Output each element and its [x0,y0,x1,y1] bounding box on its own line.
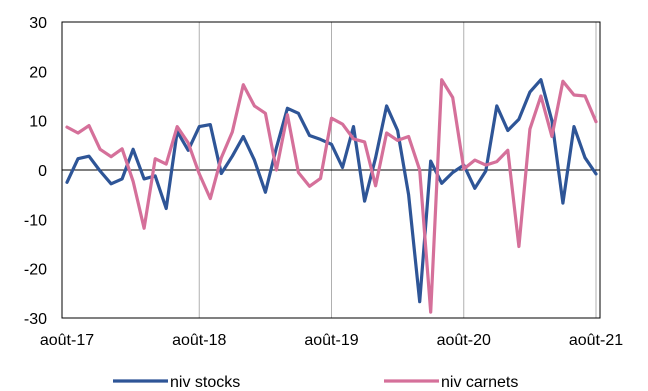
x-tick-label: août-19 [304,332,358,349]
y-tick-label: 10 [29,114,47,131]
y-tick-label: -30 [24,311,47,328]
y-tick-label: -10 [24,212,47,229]
x-tick-label: août-17 [40,332,94,349]
series-line-1 [65,78,598,304]
legend: niv stocks niv carnets [113,374,518,391]
y-tick-label: -20 [24,262,47,279]
plot-area-border [61,21,601,319]
series-lines [65,78,598,314]
y-tick-label: 0 [38,163,47,180]
y-tick-label: 30 [29,15,47,32]
x-tick-label: août-21 [569,332,623,349]
x-tick-label: août-20 [437,332,491,349]
legend-label-2: niv carnets [441,374,518,391]
y-tick-label: 20 [29,64,47,81]
series-line-2 [65,78,598,314]
y-axis-tick-labels: -30 -20 -10 0 10 20 30 [24,15,47,328]
x-tick-label: août-18 [172,332,226,349]
legend-label-1: niv stocks [170,374,240,391]
x-axis-tick-labels: août-17 août-18 août-19 août-20 août-21 [40,332,623,349]
